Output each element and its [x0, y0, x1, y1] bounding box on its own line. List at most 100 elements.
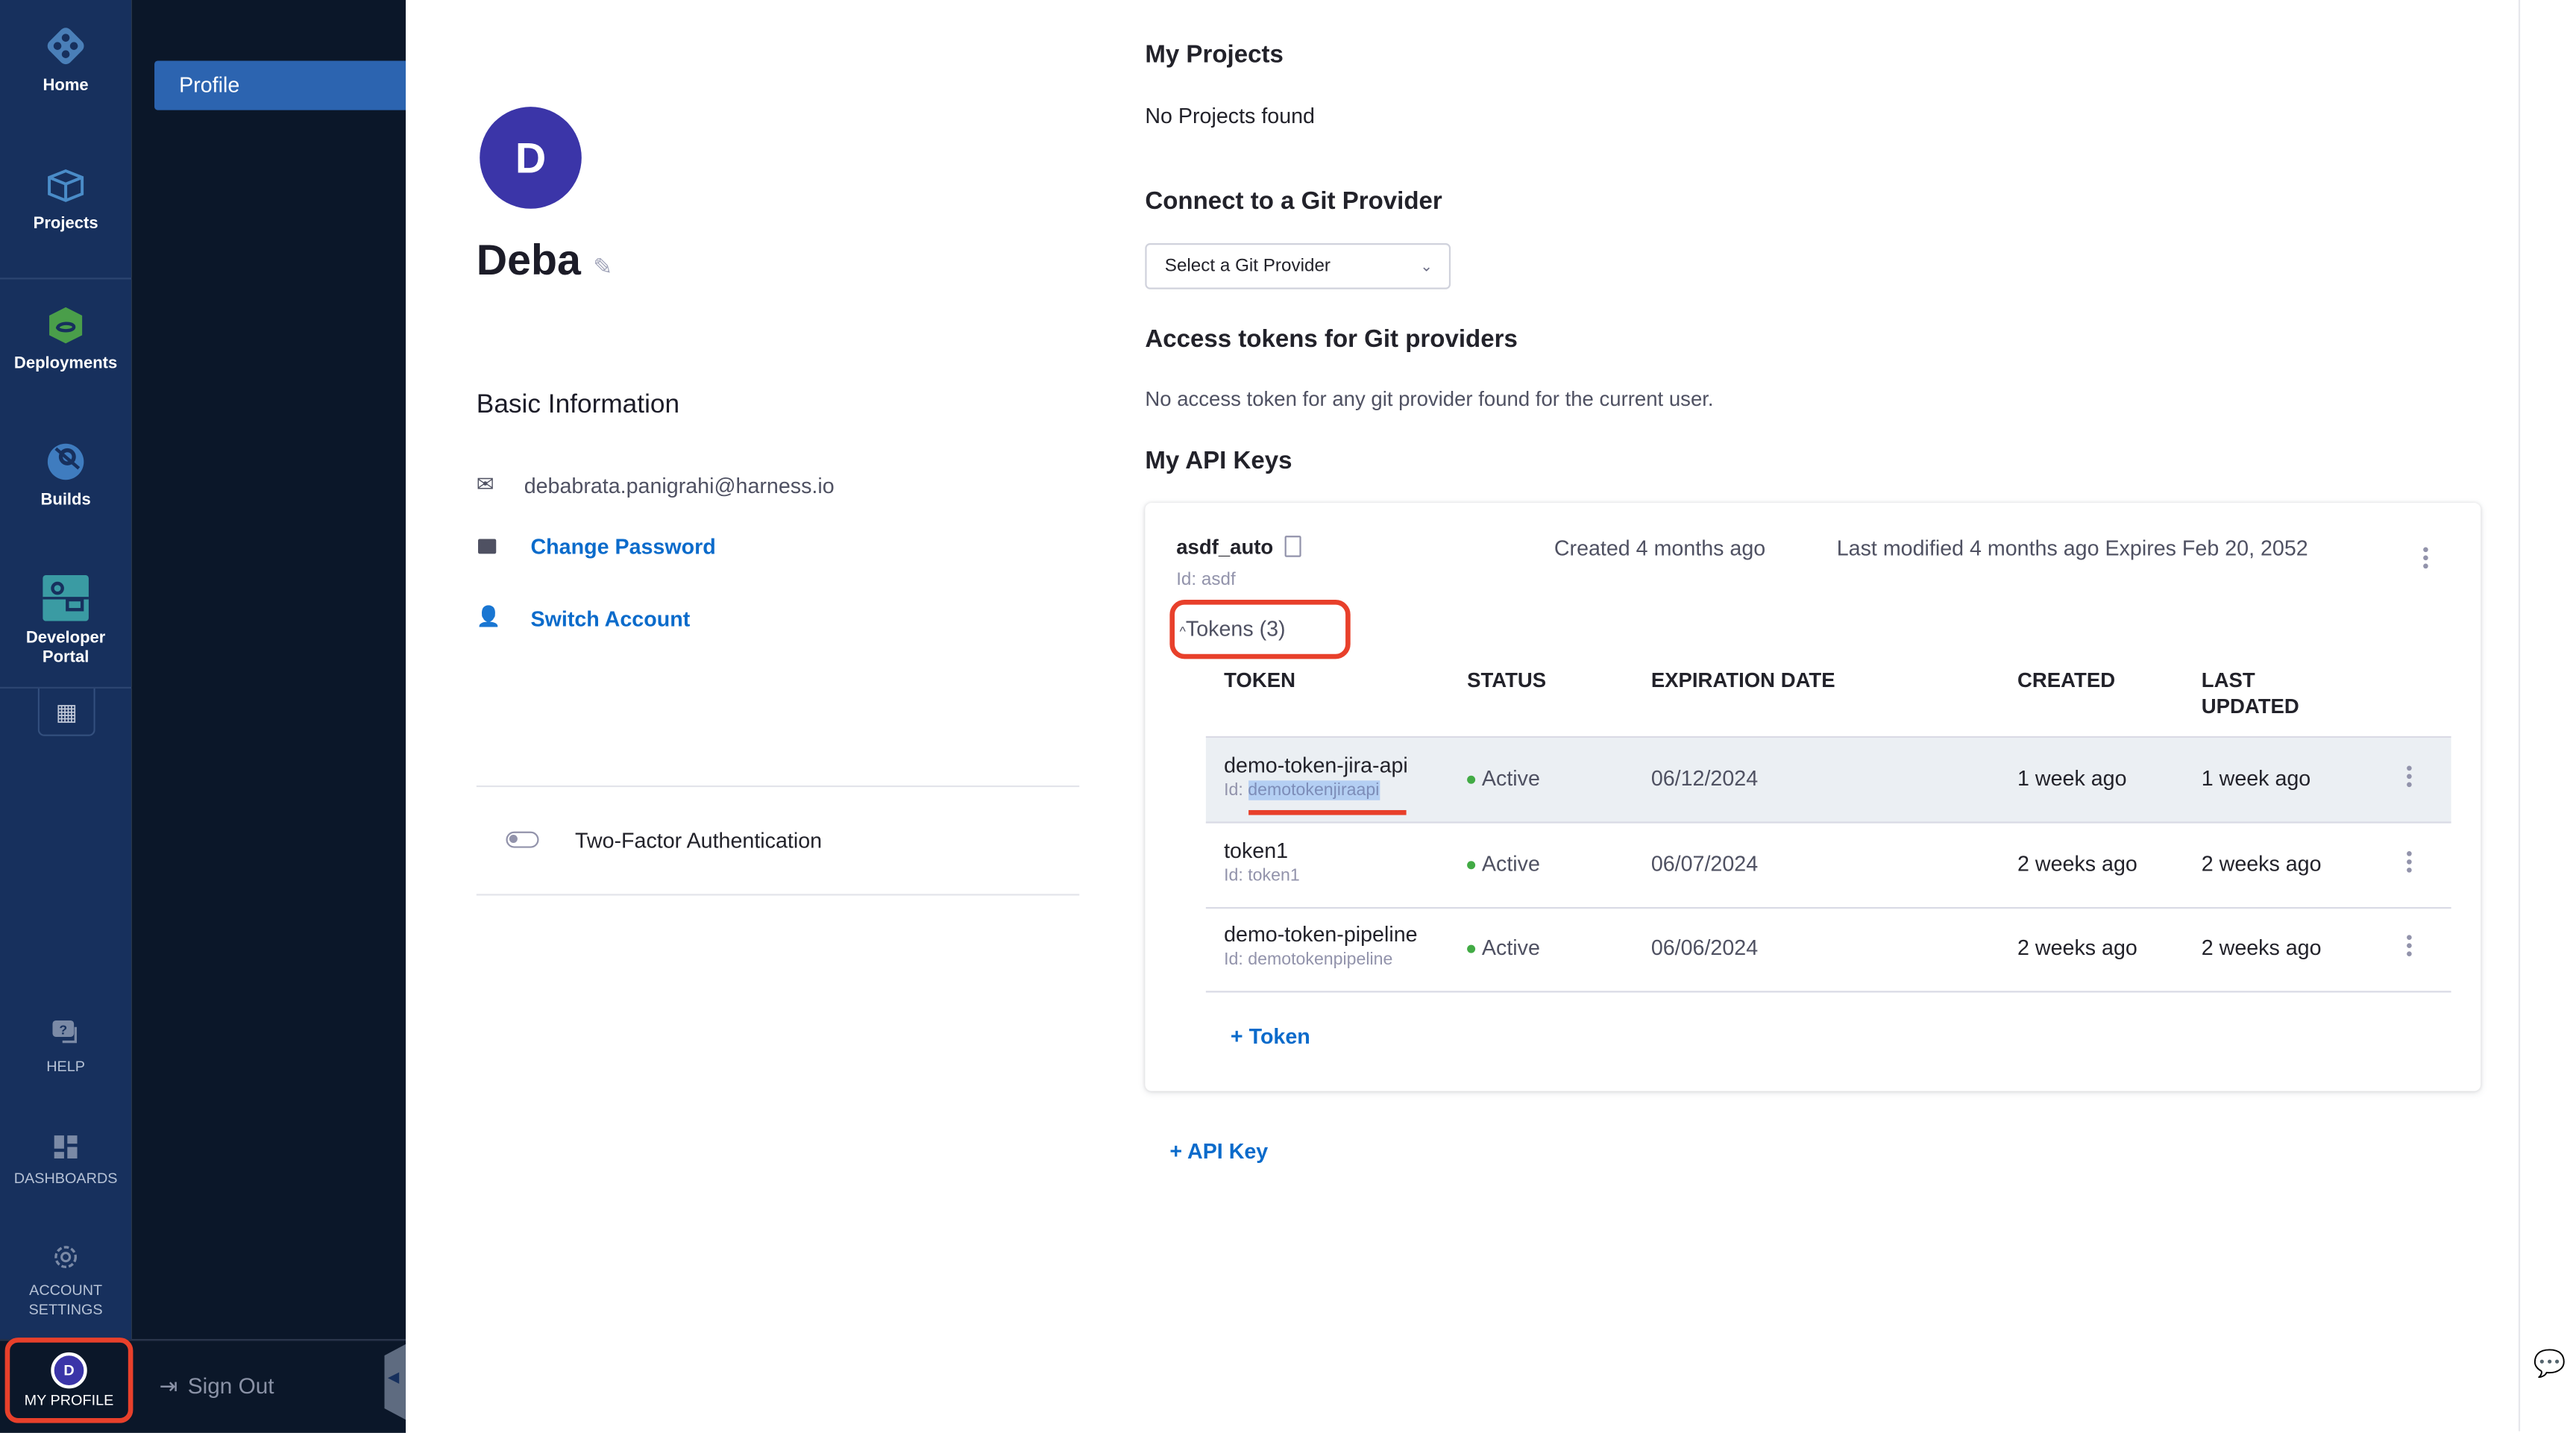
nav-label: Portal: [42, 649, 89, 668]
token-expiration: 06/12/2024: [1650, 765, 1759, 791]
token-status: Active: [1467, 850, 1540, 875]
token-id: Id: demotokenpipeline: [1224, 950, 1393, 970]
nav-label: Home: [43, 77, 89, 95]
nav-dashboards[interactable]: DASHBOARDS: [0, 1134, 131, 1188]
chat-support-icon[interactable]: 💬: [2533, 1350, 2566, 1379]
sign-out-icon: ⇥: [159, 1373, 178, 1399]
token-row[interactable]: demo-token-jira-api Id: demotokenjiraapi A…: [1205, 738, 2451, 824]
token-updated: 2 weeks ago: [2201, 935, 2322, 960]
token-id-value: demotokenpipeline: [1248, 950, 1393, 970]
chevron-down-icon: ⌄: [1420, 257, 1433, 275]
nav-developer-portal[interactable]: Developer Portal: [0, 574, 131, 669]
token-expiration: 06/06/2024: [1650, 935, 1759, 960]
api-keys-title: My API Keys: [1145, 447, 1292, 475]
add-token-button[interactable]: + Token: [1230, 1023, 1310, 1049]
nav-label: Deployments: [13, 354, 118, 374]
change-password-link[interactable]: Change Password: [530, 533, 716, 559]
api-key-created: Created 4 months ago: [1554, 536, 1766, 561]
highlight-underline: [1248, 809, 1407, 815]
projects-cube-icon: [48, 169, 84, 202]
col-token: TOKEN: [1224, 668, 1295, 692]
col-expiration: EXPIRATION DATE: [1650, 668, 1835, 692]
my-projects-title: My Projects: [1145, 41, 1284, 69]
git-tokens-empty: No access token for any git provider fou…: [1145, 387, 1714, 411]
basic-info-title: Basic Information: [476, 391, 680, 419]
grid-icon: ▦: [55, 698, 78, 725]
nav-account-settings[interactable]: ACCOUNT SETTINGS: [0, 1242, 131, 1320]
token-id: Id: token1: [1224, 865, 1300, 885]
nav-label: ACCOUNT: [29, 1282, 103, 1299]
col-last-updated: LAST UPDATED: [2201, 668, 2299, 718]
api-key-id: Id: asdf: [1176, 570, 1236, 590]
nav-label: HELP: [46, 1058, 85, 1075]
nav-projects[interactable]: Projects: [0, 164, 131, 235]
token-id-value: demotokenjiraapi: [1248, 780, 1380, 800]
nav-home[interactable]: Home: [0, 23, 131, 97]
token-row[interactable]: token1 Id: token1 Active 06/07/2024 2 weeks …: [1205, 823, 2451, 909]
nav-deployments[interactable]: Deployments: [0, 304, 131, 375]
api-key-modified: Last modified 4 months ago Expires Feb 2…: [1836, 536, 2308, 561]
edit-pencil-icon[interactable]: ✎: [593, 253, 613, 280]
switch-user-icon: 👤: [476, 604, 501, 628]
token-id-value: token1: [1248, 865, 1300, 885]
token-menu-button[interactable]: [2407, 935, 2412, 959]
collapse-nav-button[interactable]: ◀: [384, 1343, 406, 1420]
developer-portal-icon: [43, 574, 89, 621]
tokens-toggle[interactable]: ^Tokens (3): [1169, 600, 1351, 659]
help-icon: ?: [52, 1020, 77, 1044]
email-icon: ✉: [476, 471, 494, 497]
token-updated: 1 week ago: [2201, 765, 2311, 791]
nav-builds[interactable]: Builds: [0, 440, 131, 511]
token-menu-button[interactable]: [2407, 765, 2412, 791]
email-text: debabrata.panigrahi@harness.io: [524, 473, 835, 498]
token-name: token1: [1224, 837, 1289, 862]
subnav-item-profile[interactable]: Profile: [154, 60, 406, 110]
secondary-nav: Profile: [131, 0, 406, 1340]
token-created: 1 week ago: [2017, 765, 2127, 791]
git-provider-title: Connect to a Git Provider: [1145, 187, 1442, 216]
token-status: Active: [1467, 766, 1540, 791]
sign-out-label: Sign Out: [187, 1373, 274, 1399]
select-value: Select a Git Provider: [1164, 256, 1331, 277]
nav-label: Projects: [33, 215, 98, 233]
home-icon: [47, 28, 84, 65]
git-tokens-title: Access tokens for Git providers: [1145, 325, 1518, 354]
more-modules-button[interactable]: ▦: [37, 688, 95, 736]
col-created: CREATED: [2017, 668, 2116, 692]
add-api-key-button[interactable]: + API Key: [1169, 1138, 1269, 1164]
token-row[interactable]: demo-token-pipeline Id: demotokenpipeline…: [1205, 907, 2451, 993]
nav-label: DASHBOARDS: [13, 1170, 118, 1187]
token-expiration: 06/07/2024: [1650, 850, 1759, 875]
token-created: 2 weeks ago: [2017, 935, 2137, 960]
token-id: Id: demotokenjiraapi: [1224, 780, 1380, 800]
avatar: D: [51, 1352, 87, 1389]
api-key-name: asdf_auto: [1176, 536, 1274, 559]
status-active-dot: [1467, 944, 1476, 953]
status-active-dot: [1467, 860, 1476, 869]
collapse-icon: ◀: [387, 1368, 400, 1385]
two-factor-label: Two-Factor Authentication: [574, 828, 823, 853]
col-status: STATUS: [1467, 668, 1547, 692]
git-provider-select[interactable]: Select a Git Provider ⌄: [1145, 243, 1451, 289]
token-updated: 2 weeks ago: [2201, 850, 2322, 875]
my-profile-button[interactable]: D MY PROFILE: [4, 1338, 133, 1423]
two-factor-toggle[interactable]: [506, 831, 539, 848]
profile-details: My Projects No Projects found Connect to…: [1108, 0, 2519, 1432]
lock-icon: [478, 539, 497, 554]
api-key-menu-button[interactable]: [2423, 547, 2428, 572]
token-created: 2 weeks ago: [2017, 850, 2137, 875]
switch-account-link[interactable]: Switch Account: [530, 606, 691, 631]
token-name: demo-token-pipeline: [1224, 921, 1418, 947]
token-status: Active: [1467, 935, 1540, 959]
profile-panel: D Deba ✎ Basic Information ✉ debabrata.p…: [406, 0, 1109, 1432]
tokens-toggle-label: Tokens (3): [1185, 616, 1286, 642]
token-menu-button[interactable]: [2407, 850, 2412, 875]
sign-out-button[interactable]: ⇥ Sign Out: [160, 1370, 274, 1403]
status-active-dot: [1467, 775, 1476, 784]
chevron-up-icon: ^: [1179, 624, 1186, 639]
nav-help[interactable]: ? HELP: [0, 1019, 131, 1076]
api-key-card: asdf_auto Id: asdf Created 4 months ago …: [1145, 503, 2481, 1091]
token-name: demo-token-jira-api: [1224, 752, 1408, 777]
description-icon: [1284, 536, 1301, 557]
deployments-icon: [49, 307, 83, 344]
